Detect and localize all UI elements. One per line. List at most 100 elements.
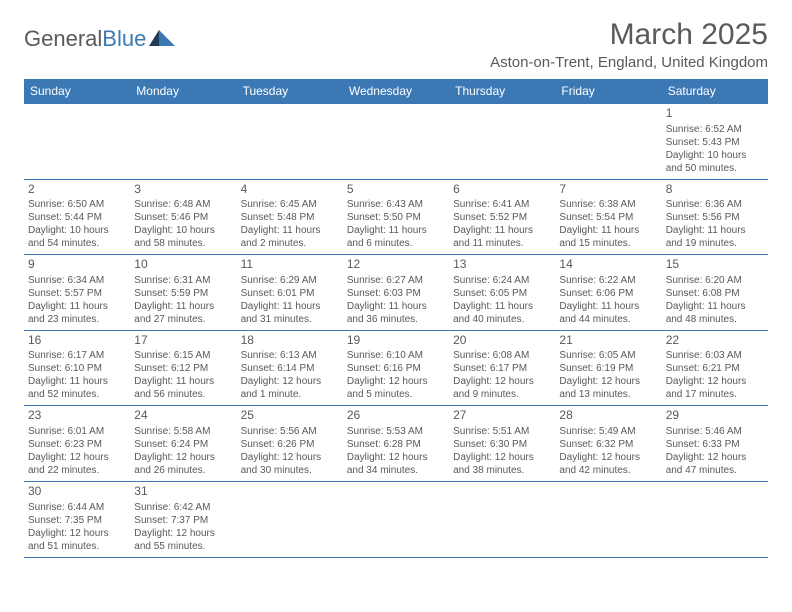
daylight-text: and 2 minutes. — [241, 237, 339, 250]
weekday-header: Thursday — [449, 79, 555, 104]
sunset-text: Sunset: 5:59 PM — [134, 287, 232, 300]
day-number: 22 — [666, 333, 764, 349]
sunrise-text: Sunrise: 6:20 AM — [666, 274, 764, 287]
daylight-text: and 31 minutes. — [241, 313, 339, 326]
sunset-text: Sunset: 6:16 PM — [347, 362, 445, 375]
calendar-day: 30Sunrise: 6:44 AMSunset: 7:35 PMDayligh… — [24, 481, 130, 557]
day-number: 7 — [559, 182, 657, 198]
calendar-day — [130, 104, 236, 180]
daylight-text: Daylight: 12 hours — [453, 375, 551, 388]
daylight-text: and 23 minutes. — [28, 313, 126, 326]
daylight-text: Daylight: 11 hours — [559, 224, 657, 237]
daylight-text: and 6 minutes. — [347, 237, 445, 250]
calendar-day — [662, 481, 768, 557]
daylight-text: Daylight: 11 hours — [28, 300, 126, 313]
day-number: 8 — [666, 182, 764, 198]
calendar-week: 16Sunrise: 6:17 AMSunset: 6:10 PMDayligh… — [24, 330, 768, 406]
day-number: 21 — [559, 333, 657, 349]
sunset-text: Sunset: 6:17 PM — [453, 362, 551, 375]
sunrise-text: Sunrise: 6:43 AM — [347, 198, 445, 211]
sunset-text: Sunset: 5:52 PM — [453, 211, 551, 224]
calendar-day — [237, 481, 343, 557]
calendar-day: 21Sunrise: 6:05 AMSunset: 6:19 PMDayligh… — [555, 330, 661, 406]
daylight-text: Daylight: 11 hours — [134, 300, 232, 313]
sunset-text: Sunset: 6:32 PM — [559, 438, 657, 451]
sunset-text: Sunset: 6:08 PM — [666, 287, 764, 300]
daylight-text: Daylight: 11 hours — [241, 300, 339, 313]
daylight-text: Daylight: 12 hours — [347, 451, 445, 464]
sunrise-text: Sunrise: 6:24 AM — [453, 274, 551, 287]
day-number: 5 — [347, 182, 445, 198]
sunrise-text: Sunrise: 6:29 AM — [241, 274, 339, 287]
daylight-text: Daylight: 12 hours — [559, 451, 657, 464]
sunrise-text: Sunrise: 6:05 AM — [559, 349, 657, 362]
sunrise-text: Sunrise: 6:45 AM — [241, 198, 339, 211]
sunset-text: Sunset: 6:33 PM — [666, 438, 764, 451]
title-block: March 2025 Aston-on-Trent, England, Unit… — [490, 18, 768, 71]
daylight-text: Daylight: 12 hours — [241, 375, 339, 388]
sunrise-text: Sunrise: 6:42 AM — [134, 501, 232, 514]
sunset-text: Sunset: 6:19 PM — [559, 362, 657, 375]
calendar-day: 5Sunrise: 6:43 AMSunset: 5:50 PMDaylight… — [343, 179, 449, 255]
logo-text-1: General — [24, 26, 102, 52]
daylight-text: and 22 minutes. — [28, 464, 126, 477]
sunrise-text: Sunrise: 6:34 AM — [28, 274, 126, 287]
daylight-text: Daylight: 11 hours — [347, 224, 445, 237]
daylight-text: and 19 minutes. — [666, 237, 764, 250]
daylight-text: and 47 minutes. — [666, 464, 764, 477]
sunrise-text: Sunrise: 6:52 AM — [666, 123, 764, 136]
calendar-day: 12Sunrise: 6:27 AMSunset: 6:03 PMDayligh… — [343, 255, 449, 331]
day-number: 19 — [347, 333, 445, 349]
day-number: 26 — [347, 408, 445, 424]
calendar-day: 24Sunrise: 5:58 AMSunset: 6:24 PMDayligh… — [130, 406, 236, 482]
sunset-text: Sunset: 5:46 PM — [134, 211, 232, 224]
calendar-day: 14Sunrise: 6:22 AMSunset: 6:06 PMDayligh… — [555, 255, 661, 331]
daylight-text: and 54 minutes. — [28, 237, 126, 250]
sunrise-text: Sunrise: 6:36 AM — [666, 198, 764, 211]
weekday-header: Saturday — [662, 79, 768, 104]
daylight-text: and 51 minutes. — [28, 540, 126, 553]
sunset-text: Sunset: 6:24 PM — [134, 438, 232, 451]
weekday-header: Monday — [130, 79, 236, 104]
daylight-text: Daylight: 12 hours — [347, 375, 445, 388]
calendar-day: 10Sunrise: 6:31 AMSunset: 5:59 PMDayligh… — [130, 255, 236, 331]
logo-graphic-icon — [149, 26, 175, 52]
daylight-text: Daylight: 12 hours — [28, 451, 126, 464]
sunrise-text: Sunrise: 5:49 AM — [559, 425, 657, 438]
calendar-week: 2Sunrise: 6:50 AMSunset: 5:44 PMDaylight… — [24, 179, 768, 255]
calendar-day: 20Sunrise: 6:08 AMSunset: 6:17 PMDayligh… — [449, 330, 555, 406]
sunset-text: Sunset: 5:50 PM — [347, 211, 445, 224]
weekday-header: Tuesday — [237, 79, 343, 104]
calendar-day: 27Sunrise: 5:51 AMSunset: 6:30 PMDayligh… — [449, 406, 555, 482]
sunset-text: Sunset: 6:30 PM — [453, 438, 551, 451]
daylight-text: Daylight: 12 hours — [453, 451, 551, 464]
daylight-text: Daylight: 11 hours — [134, 375, 232, 388]
daylight-text: and 44 minutes. — [559, 313, 657, 326]
calendar-day: 28Sunrise: 5:49 AMSunset: 6:32 PMDayligh… — [555, 406, 661, 482]
daylight-text: Daylight: 11 hours — [559, 300, 657, 313]
sunset-text: Sunset: 6:10 PM — [28, 362, 126, 375]
daylight-text: and 13 minutes. — [559, 388, 657, 401]
daylight-text: and 38 minutes. — [453, 464, 551, 477]
location: Aston-on-Trent, England, United Kingdom — [490, 54, 768, 71]
day-number: 17 — [134, 333, 232, 349]
sunrise-text: Sunrise: 6:41 AM — [453, 198, 551, 211]
day-number: 10 — [134, 257, 232, 273]
calendar-day: 1Sunrise: 6:52 AMSunset: 5:43 PMDaylight… — [662, 104, 768, 180]
daylight-text: and 52 minutes. — [28, 388, 126, 401]
daylight-text: Daylight: 10 hours — [28, 224, 126, 237]
calendar-day: 4Sunrise: 6:45 AMSunset: 5:48 PMDaylight… — [237, 179, 343, 255]
calendar-day: 2Sunrise: 6:50 AMSunset: 5:44 PMDaylight… — [24, 179, 130, 255]
sunrise-text: Sunrise: 6:31 AM — [134, 274, 232, 287]
logo: GeneralBlue — [24, 26, 175, 52]
sunset-text: Sunset: 6:28 PM — [347, 438, 445, 451]
calendar-day: 7Sunrise: 6:38 AMSunset: 5:54 PMDaylight… — [555, 179, 661, 255]
calendar-day: 15Sunrise: 6:20 AMSunset: 6:08 PMDayligh… — [662, 255, 768, 331]
sunrise-text: Sunrise: 6:17 AM — [28, 349, 126, 362]
calendar-day: 9Sunrise: 6:34 AMSunset: 5:57 PMDaylight… — [24, 255, 130, 331]
daylight-text: and 1 minute. — [241, 388, 339, 401]
daylight-text: and 48 minutes. — [666, 313, 764, 326]
month-title: March 2025 — [490, 18, 768, 52]
day-number: 14 — [559, 257, 657, 273]
sunrise-text: Sunrise: 6:50 AM — [28, 198, 126, 211]
